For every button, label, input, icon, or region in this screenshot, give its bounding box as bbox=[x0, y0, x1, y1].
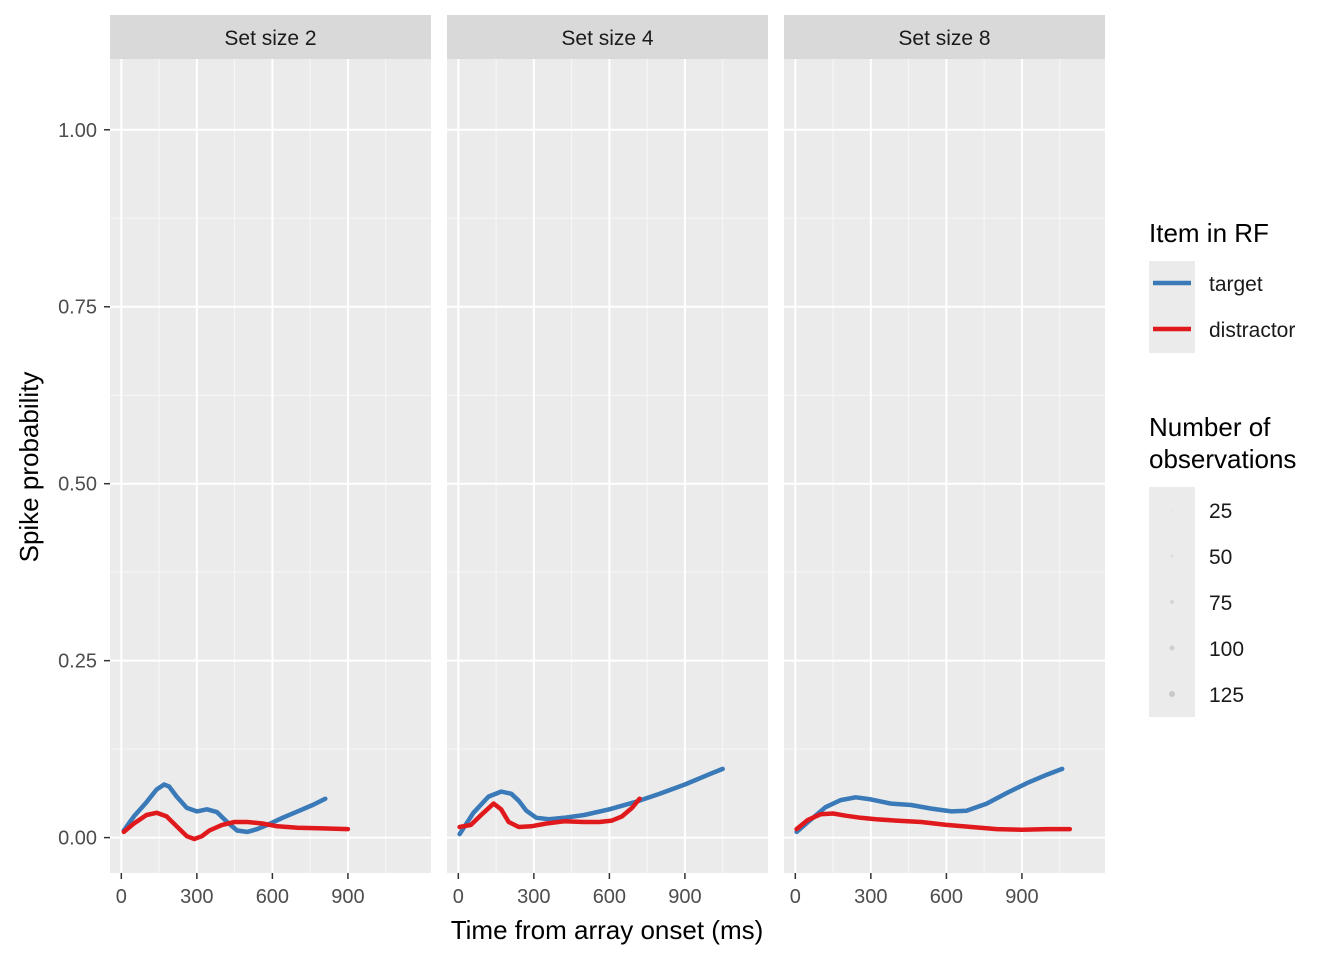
x-tick-label: 600 bbox=[256, 886, 289, 908]
x-tick-label: 600 bbox=[593, 886, 626, 908]
panel-title: Set size 8 bbox=[898, 27, 990, 50]
panels: Set size 2 0 300 600 900 Set size 4 0 300 600 900… bbox=[110, 15, 1105, 908]
y-tick-label: 0.00 bbox=[58, 828, 97, 850]
x-tick-label: 0 bbox=[116, 886, 127, 908]
x-tick-label: 900 bbox=[668, 886, 701, 908]
panel-3: Set size 8 0 300 600 900 bbox=[784, 15, 1105, 908]
series-line-target bbox=[457, 766, 725, 837]
series-line-target bbox=[121, 782, 328, 835]
legend-label-distractor: distractor bbox=[1209, 319, 1295, 342]
legend-size-key bbox=[1171, 509, 1173, 511]
legend-item-title: Item in RF bbox=[1149, 218, 1269, 248]
x-tick-label: 300 bbox=[854, 886, 887, 908]
legend-size-label: 100 bbox=[1209, 638, 1244, 661]
panel-title: Set size 2 bbox=[224, 27, 316, 50]
x-tick-label: 300 bbox=[517, 886, 550, 908]
series-line-distractor bbox=[121, 810, 351, 842]
panel-title: Set size 4 bbox=[561, 27, 654, 50]
legend-size-background bbox=[1149, 487, 1195, 717]
series-line-target bbox=[794, 766, 1065, 835]
plot-background bbox=[110, 59, 431, 873]
panel-strip bbox=[110, 15, 431, 59]
legend-size-label: 50 bbox=[1209, 546, 1232, 569]
x-axis-title: Time from array onset (ms) bbox=[451, 915, 764, 945]
y-axis: 0.00 0.25 0.50 0.75 1.00 bbox=[58, 120, 110, 850]
panel-1: Set size 2 0 300 600 900 bbox=[110, 15, 431, 908]
legend-label-target: target bbox=[1209, 273, 1263, 296]
legend-size-label: 125 bbox=[1209, 684, 1244, 707]
y-axis-title: Spike probability bbox=[14, 372, 44, 563]
x-tick-label: 0 bbox=[453, 886, 464, 908]
legend-size-key bbox=[1170, 554, 1174, 558]
plot-background bbox=[447, 59, 768, 873]
panel-2: Set size 4 0 300 600 900 bbox=[447, 15, 768, 908]
legend-size-label: 75 bbox=[1209, 592, 1232, 615]
panel-strip bbox=[784, 15, 1105, 59]
y-tick-label: 0.50 bbox=[58, 474, 97, 496]
legend-size-key bbox=[1170, 600, 1174, 604]
legend-size-title: Number of bbox=[1149, 412, 1271, 442]
x-tick-label: 600 bbox=[930, 886, 963, 908]
series-line-distractor bbox=[794, 811, 1073, 833]
legend-size-label: 25 bbox=[1209, 500, 1232, 523]
x-tick-label: 900 bbox=[331, 886, 364, 908]
x-tick-label: 0 bbox=[790, 886, 801, 908]
plot-background bbox=[784, 59, 1105, 873]
series-line-distractor bbox=[457, 796, 642, 830]
y-tick-label: 0.75 bbox=[58, 297, 97, 319]
panel-strip bbox=[447, 15, 768, 59]
y-tick-label: 0.25 bbox=[58, 651, 97, 673]
legend-size-key bbox=[1169, 691, 1175, 697]
legend: Item in RF target distractor Number ofobser… bbox=[1149, 218, 1296, 717]
x-tick-label: 900 bbox=[1005, 886, 1038, 908]
legend-size-key bbox=[1169, 645, 1175, 651]
y-tick-label: 1.00 bbox=[58, 120, 97, 142]
x-tick-label: 300 bbox=[180, 886, 213, 908]
legend-size-title: observations bbox=[1149, 444, 1296, 474]
